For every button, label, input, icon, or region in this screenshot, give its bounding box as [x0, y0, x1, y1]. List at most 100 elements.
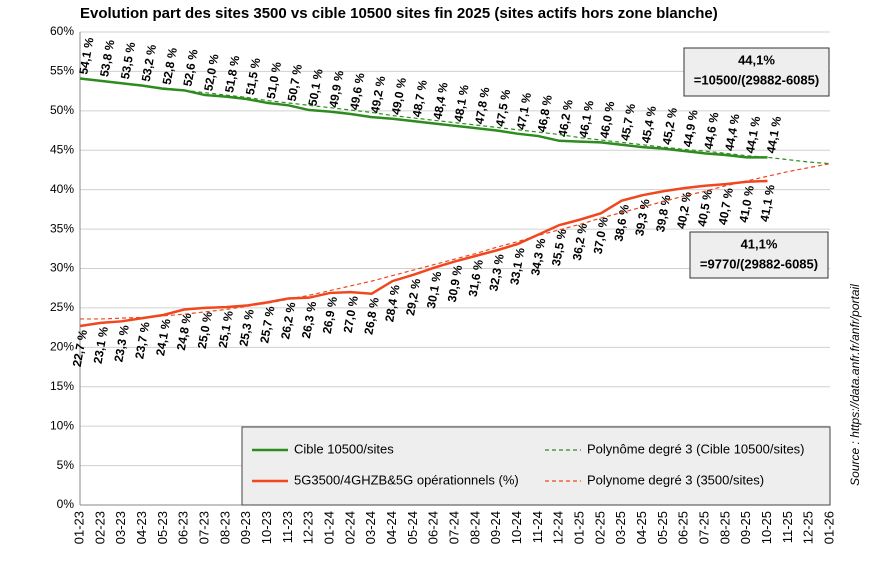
- data-label: 38,6 %: [611, 203, 631, 243]
- x-tick-label: 04-25: [634, 511, 649, 544]
- data-label: 33,1 %: [507, 246, 527, 286]
- x-tick-label: 06-23: [176, 511, 191, 544]
- data-label: 46,2 %: [555, 98, 575, 138]
- x-tick-label: 04-24: [384, 511, 399, 544]
- x-tick-label: 08-25: [717, 511, 732, 544]
- data-label: 52,0 %: [201, 53, 221, 93]
- data-label: 25,7 %: [257, 305, 277, 345]
- annotation-text: 41,1%: [741, 236, 778, 251]
- y-tick-label: 10%: [50, 418, 74, 432]
- data-label: 47,5 %: [493, 88, 513, 128]
- y-tick-label: 55%: [50, 64, 74, 78]
- data-label: 37,0 %: [591, 216, 611, 256]
- data-label: 49,0 %: [389, 76, 409, 116]
- data-label: 44,9 %: [680, 109, 700, 149]
- data-label: 26,9 %: [320, 295, 340, 335]
- data-label: 24,1 %: [153, 317, 173, 357]
- data-label: 26,2 %: [278, 301, 298, 341]
- series-line: [79, 179, 768, 328]
- x-tick-label: 07-24: [446, 511, 461, 544]
- y-tick-label: 30%: [50, 261, 74, 275]
- x-tick-label: 06-24: [426, 511, 441, 544]
- data-label: 53,5 %: [118, 41, 138, 81]
- x-tick-label: 05-23: [155, 511, 170, 544]
- y-tick-label: 5%: [57, 458, 75, 472]
- x-tick-label: 12-25: [801, 511, 816, 544]
- data-label: 49,6 %: [347, 72, 367, 112]
- data-label: 52,6 %: [180, 48, 200, 88]
- data-label: 23,7 %: [132, 320, 152, 360]
- x-tick-label: 11-25: [780, 511, 795, 543]
- y-tick-label: 40%: [50, 182, 74, 196]
- data-label: 32,3 %: [486, 253, 506, 293]
- data-label: 51,8 %: [222, 54, 242, 94]
- x-tick-label: 02-25: [592, 511, 607, 544]
- data-label: 40,7 %: [716, 186, 736, 226]
- data-label: 51,0 %: [264, 60, 284, 100]
- data-label: 27,0 %: [341, 294, 361, 334]
- data-label: 51,5 %: [243, 57, 263, 97]
- x-tick-label: 01-25: [571, 511, 586, 544]
- x-tick-label: 08-24: [467, 511, 482, 544]
- data-label: 54,1 %: [76, 36, 96, 76]
- x-tick-label: 12-24: [551, 511, 566, 544]
- data-label: 52,8 %: [160, 46, 180, 86]
- y-tick-label: 15%: [50, 379, 74, 393]
- data-label: 36,2 %: [570, 222, 590, 262]
- y-tick-label: 60%: [50, 24, 74, 38]
- x-tick-label: 05-24: [405, 511, 420, 544]
- data-label: 26,8 %: [361, 296, 381, 336]
- x-tick-label: 11-24: [530, 511, 545, 543]
- annotation-text: =10500/(29882-6085): [694, 72, 819, 87]
- data-label: 41,1 %: [757, 183, 777, 223]
- data-label: 25,3 %: [236, 308, 256, 348]
- data-label: 48,7 %: [410, 79, 430, 119]
- y-tick-label: 25%: [50, 300, 74, 314]
- y-tick-label: 50%: [50, 103, 74, 117]
- x-tick-label: 10-25: [759, 511, 774, 544]
- data-label: 44,6 %: [701, 111, 721, 151]
- data-label: 44,1 %: [743, 115, 763, 155]
- data-label: 30,9 %: [445, 264, 465, 304]
- x-tick-label: 06-25: [676, 511, 691, 544]
- data-label: 53,2 %: [139, 43, 159, 83]
- data-label: 30,1 %: [424, 270, 444, 310]
- data-label: 28,4 %: [382, 283, 402, 323]
- legend-label: Polynôme degré 3 (Cible 10500/sites): [587, 441, 805, 456]
- data-label: 24,8 %: [174, 312, 194, 352]
- x-tick-label: 04-23: [134, 511, 149, 544]
- x-tick-label: 10-23: [259, 511, 274, 544]
- data-label: 53,8 %: [97, 38, 117, 78]
- data-label: 40,2 %: [674, 190, 694, 230]
- x-tick-label: 07-23: [196, 511, 211, 544]
- x-tick-label: 03-25: [613, 511, 628, 544]
- series-line: [79, 77, 768, 159]
- x-tick-label: 09-24: [488, 511, 503, 544]
- x-tick-label: 05-25: [655, 511, 670, 544]
- annotation-box: [683, 47, 830, 97]
- data-label: 46,0 %: [597, 100, 617, 140]
- x-tick-label: 07-25: [696, 511, 711, 544]
- data-label: 34,3 %: [528, 237, 548, 277]
- data-label: 39,3 %: [632, 198, 652, 238]
- x-tick-label: 09-25: [738, 511, 753, 544]
- data-label: 45,4 %: [639, 105, 659, 145]
- y-tick-label: 20%: [50, 340, 74, 354]
- source: Source : https://data.anfr.fr/anfr/porta…: [848, 284, 862, 486]
- data-label: 25,1 %: [216, 309, 236, 349]
- data-label: 41,0 %: [736, 184, 756, 224]
- data-label: 25,0 %: [195, 310, 215, 350]
- y-tick-label: 45%: [50, 142, 74, 156]
- data-label: 50,1 %: [305, 68, 325, 108]
- legend-box: [241, 426, 831, 506]
- legend-label: Polynome degré 3 (3500/sites): [587, 472, 764, 487]
- data-label: 46,8 %: [535, 94, 555, 134]
- annotation-box: [689, 231, 829, 279]
- data-label: 22,7 %: [70, 328, 90, 368]
- y-tick-label: 35%: [50, 221, 74, 235]
- data-label: 23,1 %: [91, 325, 111, 365]
- data-label: 44,4 %: [722, 113, 742, 153]
- x-tick-label: 03-23: [113, 511, 128, 544]
- x-tick-label: 02-24: [342, 511, 357, 544]
